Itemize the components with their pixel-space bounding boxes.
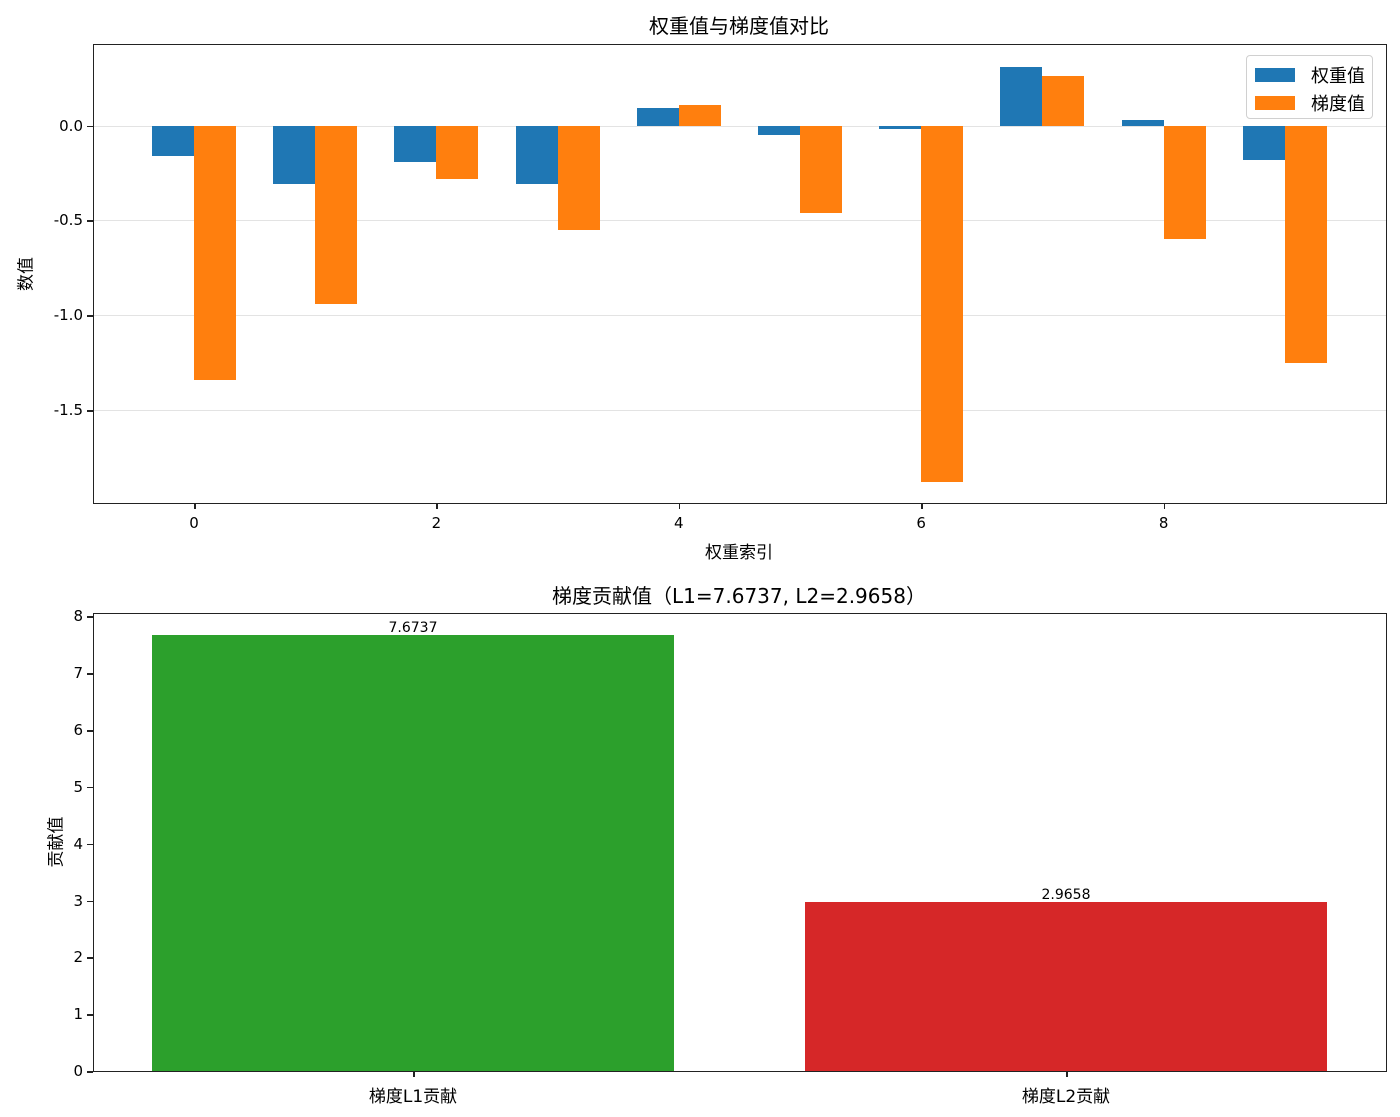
gradient-bar [800, 125, 842, 213]
weight-bar [636, 108, 679, 126]
gradient-bar [1042, 76, 1085, 126]
bar-value-label: 7.6737 [388, 619, 438, 636]
y-tick-label: 4 [73, 834, 83, 853]
legend-label-weights: 权重值 [1311, 66, 1365, 87]
gradient-bar [678, 104, 721, 126]
x-tick-label: 6 [916, 514, 926, 532]
weight-bar [273, 125, 316, 185]
y-tick [87, 957, 93, 959]
grid-line [93, 220, 1386, 222]
top-chart-legend: 权重值 梯度值 [1246, 55, 1373, 119]
x-tick [436, 503, 438, 509]
bar-value-label: 2.9658 [1041, 887, 1091, 904]
legend-label-gradients: 梯度值 [1311, 94, 1365, 115]
top-plot-frame [93, 44, 1387, 504]
y-tick-label: 5 [73, 777, 83, 796]
top-plot-area: 0.0 -0.5 -1.0 -1.5 0 2 4 6 8 [53, 66, 1386, 532]
legend-swatch-weights [1255, 68, 1295, 82]
y-tick [87, 1014, 93, 1016]
weight-bar [394, 125, 437, 162]
weight-bar [152, 125, 194, 156]
x-tick-label: 8 [1158, 514, 1169, 532]
y-tick [87, 220, 93, 222]
y-tick-label: 2 [73, 948, 83, 967]
x-tick [678, 503, 681, 509]
x-tick-label: 2 [431, 514, 442, 532]
y-tick-label: 1 [73, 1005, 83, 1024]
y-tick-label: -1.5 [53, 401, 83, 420]
l1-contribution-bar [152, 634, 674, 1071]
weight-bar [1121, 119, 1164, 126]
legend-item-weights: 权重值 [1255, 62, 1365, 88]
y-tick [87, 125, 93, 128]
y-tick-label: 3 [73, 891, 83, 910]
x-tick-label: 梯度L1贡献 [368, 1087, 458, 1107]
gradient-bar [557, 125, 600, 230]
gradient-bar [194, 125, 236, 380]
y-tick-label: -0.5 [53, 211, 83, 230]
x-tick-label: 梯度L2贡献 [1021, 1087, 1111, 1107]
y-tick-label: 0 [73, 1062, 83, 1080]
x-tick [1066, 1071, 1068, 1077]
y-tick-label: 6 [73, 721, 83, 740]
x-tick [1163, 503, 1166, 509]
y-tick [87, 673, 93, 675]
x-tick [413, 1071, 415, 1077]
x-tick [194, 503, 196, 509]
x-tick [921, 503, 923, 509]
bottom-chart-title: 梯度贡献值（L1=7.6737, L2=2.9658） [552, 584, 926, 608]
weight-bar [758, 125, 800, 136]
legend-item-gradients: 梯度值 [1255, 90, 1365, 116]
l2-contribution-bar [805, 902, 1327, 1071]
x-tick-label: 0 [189, 514, 199, 532]
y-tick-label: 8 [73, 607, 83, 626]
top-chart-title: 权重值与梯度值对比 [649, 14, 829, 38]
y-tick-label: 7 [73, 664, 83, 683]
grid-line [93, 315, 1386, 317]
y-tick [87, 843, 93, 846]
legend-swatch-gradients [1255, 96, 1295, 110]
y-tick [87, 1071, 93, 1073]
grid-line [93, 125, 1386, 127]
top-chart-xlabel: 权重索引 [705, 543, 773, 563]
y-tick-label: -1.0 [53, 306, 83, 325]
weight-bar [1000, 66, 1043, 126]
y-tick [87, 410, 93, 412]
bottom-plot-frame [93, 613, 1387, 1072]
y-tick [87, 616, 93, 618]
gradient-bar [1163, 125, 1206, 240]
y-tick [87, 900, 93, 903]
y-tick [87, 315, 93, 317]
y-tick-label: 0.0 [59, 116, 83, 135]
weight-bar [879, 125, 922, 130]
gradient-bar [436, 125, 479, 179]
gradient-bar [315, 125, 358, 304]
weight-bar [1242, 125, 1285, 160]
gradient-bar [921, 125, 964, 483]
gradient-bar [1284, 125, 1327, 363]
grid-line [93, 410, 1386, 412]
y-tick [87, 730, 93, 732]
y-tick [87, 786, 93, 789]
weight-bar [515, 125, 558, 185]
x-tick-label: 4 [674, 514, 684, 532]
